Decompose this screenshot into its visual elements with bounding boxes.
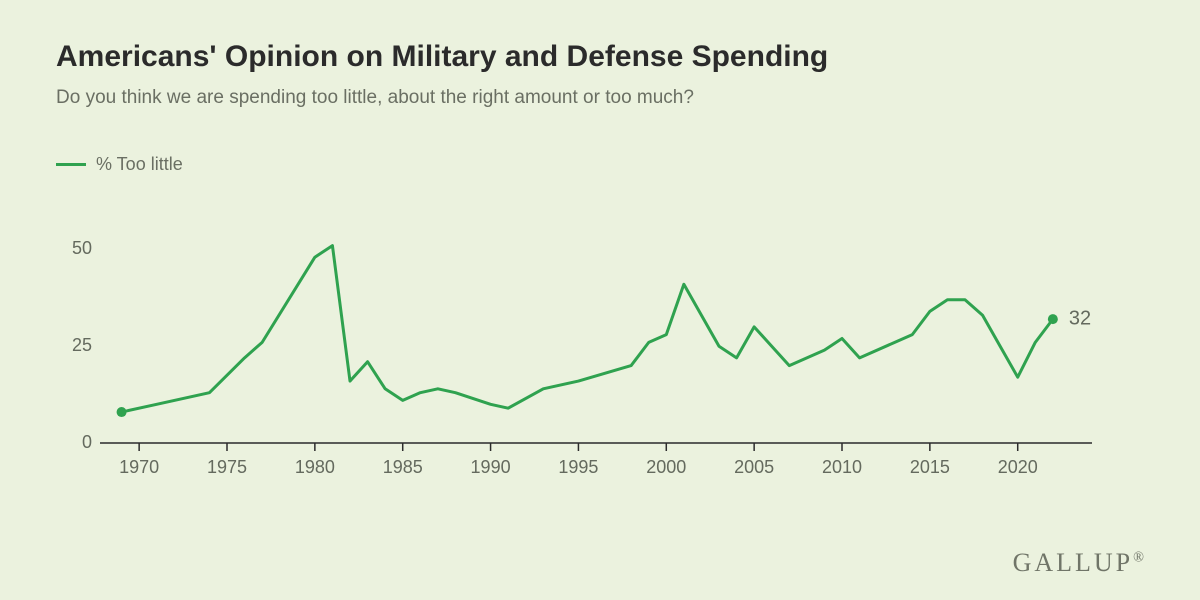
x-tick-label: 2010	[822, 457, 862, 477]
end-point-label: 32	[1069, 308, 1091, 330]
x-tick-label: 1980	[295, 457, 335, 477]
start-point-marker	[117, 407, 127, 417]
series-line	[122, 246, 1053, 412]
end-point-marker	[1048, 314, 1058, 324]
registered-mark-icon: ®	[1133, 549, 1144, 565]
legend-label: % Too little	[96, 154, 183, 175]
x-tick-label: 1985	[383, 457, 423, 477]
y-tick-label: 25	[72, 335, 92, 355]
chart-title: Americans' Opinion on Military and Defen…	[56, 40, 1144, 75]
y-tick-label: 50	[72, 238, 92, 258]
y-tick-label: 0	[82, 432, 92, 452]
x-tick-label: 1990	[471, 457, 511, 477]
x-tick-label: 2015	[910, 457, 950, 477]
x-tick-label: 2020	[998, 457, 1038, 477]
x-tick-label: 2005	[734, 457, 774, 477]
chart-area: 0 25 50 1970 1975 1980 1985 1990 1995 2000 2005 201…	[56, 197, 1144, 487]
x-tick-label: 1995	[558, 457, 598, 477]
chart-card: Americans' Opinion on Military and Defen…	[0, 0, 1200, 600]
legend: % Too little	[56, 154, 1144, 175]
x-tick-label: 2000	[646, 457, 686, 477]
x-tick-label: 1970	[119, 457, 159, 477]
brand-name: GALLUP	[1013, 548, 1134, 577]
line-chart-svg: 0 25 50 1970 1975 1980 1985 1990 1995 2000 2005 201…	[56, 197, 1144, 487]
x-tick-label: 1975	[207, 457, 247, 477]
legend-swatch	[56, 163, 86, 166]
chart-subtitle: Do you think we are spending too little,…	[56, 85, 1144, 111]
brand-footer: GALLUP®	[1013, 548, 1144, 578]
